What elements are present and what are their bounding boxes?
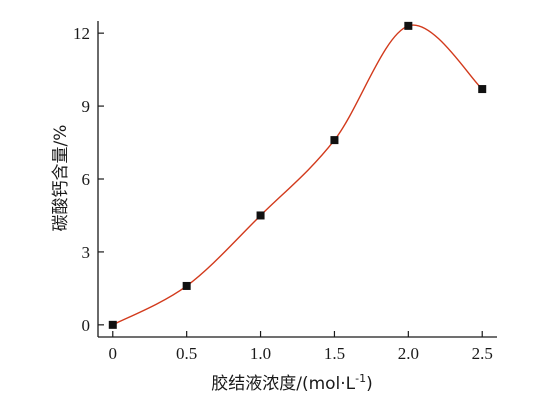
- y-tick-label: 12: [73, 24, 90, 43]
- series-markers: [108, 21, 487, 329]
- x-axis-title-main: 胶结液浓度/(mol·L: [211, 374, 355, 394]
- data-point: [478, 85, 487, 94]
- x-tick-label: 1.5: [324, 344, 345, 363]
- data-point: [404, 21, 413, 30]
- series-curve: [112, 24, 483, 326]
- data-point: [330, 136, 339, 145]
- y-tick-label: 6: [82, 170, 91, 189]
- y-tick-label: 9: [82, 97, 91, 116]
- x-axis-title: 胶结液浓度/(mol·L-1): [211, 372, 373, 394]
- x-axis-title-tail: ): [366, 374, 373, 394]
- y-tick-label: 3: [82, 243, 91, 262]
- data-point: [108, 320, 117, 329]
- y-axis-title: 碳酸钙含量/%: [51, 125, 71, 232]
- ticks: 0 3 6 9 12 0 0.5 1.0 1.5 2.0 2.5: [73, 24, 493, 363]
- data-point: [182, 281, 191, 290]
- x-tick-label: 0.5: [176, 344, 197, 363]
- x-tick-label: 2.0: [398, 344, 419, 363]
- x-axis-title-superscript: -1: [355, 372, 366, 385]
- axes: [97, 21, 497, 338]
- x-tick-label: 1.0: [250, 344, 271, 363]
- y-tick-label: 0: [82, 316, 91, 335]
- x-tick-label: 0: [109, 344, 118, 363]
- data-point: [256, 211, 265, 220]
- x-tick-label: 2.5: [472, 344, 493, 363]
